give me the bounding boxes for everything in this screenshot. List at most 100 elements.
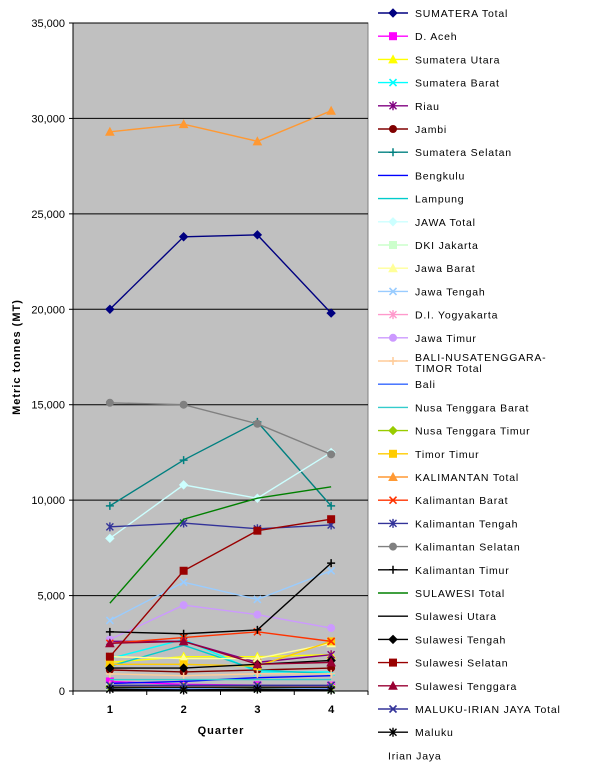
- series-path: [109, 640, 332, 667]
- data-point: [253, 625, 262, 634]
- plot-background: [72, 22, 369, 692]
- legend-label: Bengkulu: [415, 170, 465, 182]
- series-line: [105, 566, 336, 625]
- legend-marker: [389, 449, 397, 458]
- legend-marker: [389, 101, 397, 111]
- data-point: [105, 638, 115, 648]
- legend-label: D. Aceh: [415, 31, 457, 43]
- x-axis: 1 2 3 4: [72, 690, 369, 716]
- data-point: [179, 456, 188, 465]
- data-point: [105, 126, 115, 136]
- legend-entry: Kalimantan Selatan: [378, 542, 520, 554]
- legend-entry: Timor Timur: [378, 449, 479, 461]
- legend-entry: Jawa Barat: [378, 263, 476, 275]
- data-point: [178, 636, 189, 646]
- legend-marker: [388, 704, 398, 714]
- data-point: [179, 578, 188, 587]
- legend-marker: [389, 310, 397, 320]
- data-point: [179, 400, 188, 409]
- series-path: [109, 631, 332, 644]
- legend-entry: BALI-NUSATENGGARA-TIMOR Total: [378, 352, 546, 375]
- series-path: [109, 604, 332, 641]
- legend-entry: Jawa Tengah: [378, 286, 485, 298]
- legend-marker: [388, 263, 398, 273]
- legend-entry: SUMATERA Total: [378, 8, 507, 20]
- legend-label: Kalimantan Tengah: [415, 518, 518, 530]
- series-path: [109, 486, 332, 604]
- series-path: [109, 667, 332, 673]
- legend-marker: [388, 8, 398, 18]
- data-point: [253, 419, 262, 428]
- data-point: [327, 515, 336, 524]
- legend-label: Sulawesi Utara: [415, 611, 497, 623]
- legend-label: Sumatera Barat: [415, 78, 500, 90]
- data-point: [326, 657, 336, 667]
- data-point: [105, 522, 114, 532]
- legend-marker: [389, 32, 397, 41]
- data-point: [253, 610, 262, 619]
- legend-entry: JAWA Total: [378, 217, 476, 229]
- legend-label: Lampung: [415, 194, 464, 206]
- series-path: [109, 451, 332, 539]
- legend-label: Jawa Timur: [415, 333, 477, 345]
- legend-marker: [388, 287, 398, 296]
- legend-label: Kalimantan Timur: [415, 565, 510, 577]
- legend-marker: [389, 518, 397, 528]
- series-path: [109, 234, 332, 314]
- legend-label: BALI-NUSATENGGARA-TIMOR Total: [415, 352, 546, 375]
- legend-label: JAWA Total: [415, 217, 476, 229]
- data-point: [252, 659, 263, 669]
- series-path: [109, 421, 332, 507]
- legend-entry: Sumatera Barat: [378, 78, 500, 90]
- x-tick-label: 3: [254, 704, 260, 716]
- legend-label-line: BALI-NUSATENGGARA-: [415, 352, 546, 364]
- data-point: [253, 526, 262, 535]
- legend: SUMATERA Total D. Aceh Sumatera Utara Sumat…: [378, 8, 560, 762]
- data-point: [105, 616, 114, 625]
- data-point: [179, 601, 188, 610]
- series-path: [109, 640, 332, 665]
- series-path: [109, 673, 332, 677]
- legend-marker: [389, 658, 397, 667]
- legend-entry: Sulawesi Tengah: [378, 634, 506, 646]
- legend-label: Kalimantan Selatan: [415, 542, 520, 554]
- data-point: [253, 595, 262, 604]
- legend-label: Sulawesi Tengah: [415, 634, 506, 646]
- legend-entry: Jawa Timur: [378, 333, 477, 345]
- legend-marker: [388, 471, 398, 481]
- legend-marker: [389, 148, 397, 157]
- legend-label: Bali: [415, 379, 436, 391]
- legend-marker: [388, 634, 398, 645]
- legend-marker: [389, 333, 397, 342]
- y-axis: 0 5,000 10,000 15,000 20,000 25,000 30,000 35,0…: [31, 18, 74, 698]
- y-tick-label: 35,000: [31, 18, 65, 30]
- legend-entry: Lampung: [378, 194, 464, 206]
- legend-entry: KALIMANTAN Total: [378, 471, 518, 484]
- legend-label: Kalimantan Barat: [415, 495, 508, 507]
- series-path: [109, 570, 332, 622]
- data-point: [252, 136, 263, 146]
- legend-label: Jambi: [415, 124, 447, 136]
- series-path: [109, 640, 332, 664]
- data-point: [327, 559, 336, 568]
- data-point: [253, 669, 262, 678]
- series-path: [109, 518, 332, 658]
- legend-label: Jawa Barat: [415, 263, 476, 275]
- legend-entry: SULAWESI Total: [378, 588, 505, 600]
- legend-entry: Riau: [378, 101, 440, 113]
- data-point: [327, 669, 336, 678]
- x-axis-title: Quarter: [198, 725, 245, 737]
- legend-label: Riau: [415, 101, 440, 113]
- legend-entry: Kalimantan Tengah: [378, 518, 518, 530]
- legend-entry: Maluku: [378, 727, 453, 739]
- data-point: [327, 624, 336, 633]
- data-point: [179, 671, 188, 680]
- legend-label: SULAWESI Total: [415, 588, 505, 600]
- series-path: [109, 110, 332, 143]
- legend-marker: [388, 425, 398, 436]
- plot-area: [72, 22, 369, 695]
- legend-entry: Kalimantan Barat: [378, 495, 508, 507]
- data-point: [179, 566, 188, 575]
- legend-marker: [388, 680, 398, 690]
